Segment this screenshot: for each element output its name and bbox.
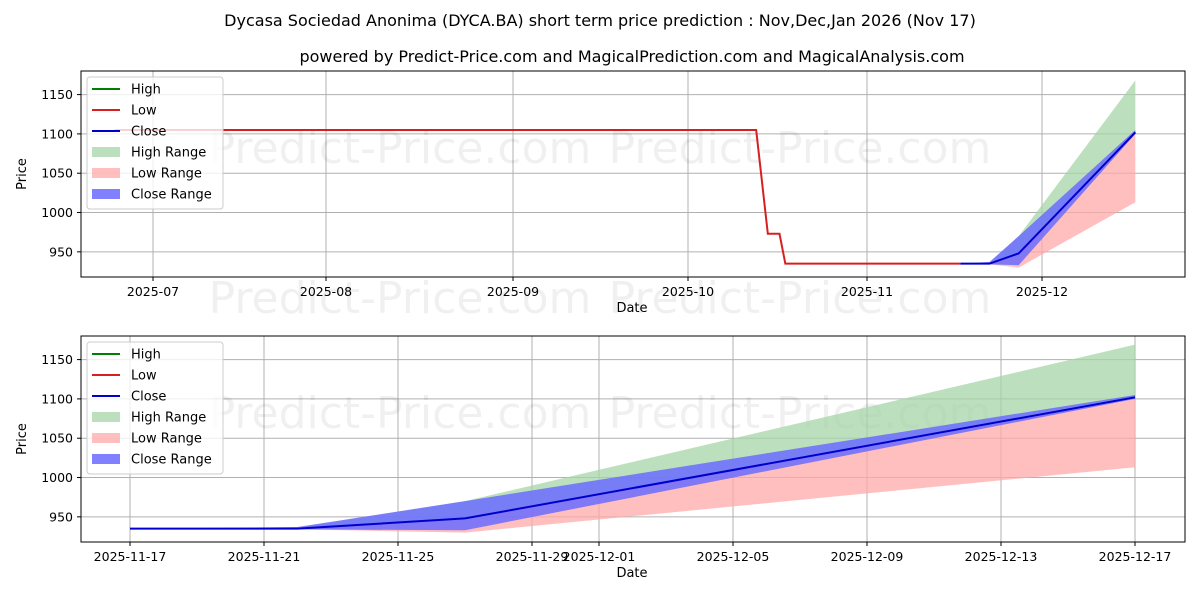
legend: High Low Close High Range Low Range Close Ran… <box>86 76 224 210</box>
x-tick-label: 2025-11-25 <box>362 549 435 564</box>
x-tick-label: 2025-12-17 <box>1099 549 1172 564</box>
x-tick-label: 2025-12-13 <box>965 549 1038 564</box>
close-line <box>130 396 1136 530</box>
legend-label: Close <box>131 125 166 140</box>
watermark: Predict-Price.com <box>209 388 592 439</box>
legend: High Low Close High Range Low Range Close Ran… <box>86 341 224 475</box>
prediction-zoom-plot: 950 1000 1050 1100 1150 2025-11-17 2025-11-21 2… <box>15 335 1186 581</box>
low-line <box>114 128 961 265</box>
x-tick-label: 2025-11 <box>841 284 893 299</box>
y-axis-label: Price <box>15 158 30 190</box>
y-axis-label: Price <box>15 423 30 455</box>
x-tick-label: 2025-12 <box>1016 284 1068 299</box>
y-tick-label: 1100 <box>41 126 73 141</box>
legend-label: Low <box>131 104 157 119</box>
x-tick-label: 2025-12-09 <box>831 549 904 564</box>
legend-label: High Range <box>131 411 206 426</box>
legend-label: High <box>131 83 161 98</box>
y-tick-label: 1050 <box>41 166 73 181</box>
y-tick-label: 950 <box>49 244 73 259</box>
chart-subtitle: powered by Predict-Price.com and Magical… <box>299 47 964 66</box>
legend-label: High Range <box>131 146 206 161</box>
y-tick-label: 1000 <box>41 470 73 485</box>
watermark: Predict-Price.com <box>609 273 992 324</box>
watermark: Predict-Price.com <box>209 273 592 324</box>
x-tick-label: 2025-09 <box>487 284 539 299</box>
y-tick-label: 1000 <box>41 205 73 220</box>
y-tick-label: 1150 <box>41 352 73 367</box>
x-tick-label: 2025-07 <box>127 284 179 299</box>
watermark: Predict-Price.com <box>209 123 592 174</box>
x-tick-label: 2025-10 <box>662 284 714 299</box>
legend-label: Close Range <box>131 453 212 468</box>
x-tick-label: 2025-08 <box>300 284 352 299</box>
legend-label: Close Range <box>131 188 212 203</box>
x-tick-label: 2025-11-29 <box>496 549 569 564</box>
x-tick-label: 2025-11-21 <box>228 549 301 564</box>
legend-label: Low Range <box>131 167 202 182</box>
x-tick-label: 2025-12-05 <box>697 549 770 564</box>
low-range-band <box>130 397 1135 533</box>
legend-label: Low <box>131 369 157 384</box>
y-tick-label: 1150 <box>41 87 73 102</box>
x-axis-label: Date <box>616 566 647 581</box>
y-tick-label: 1050 <box>41 431 73 446</box>
legend-label: High <box>131 348 161 363</box>
y-tick-label: 1100 <box>41 391 73 406</box>
x-tick-label: 2025-12-01 <box>563 549 636 564</box>
low-range-band <box>960 132 1136 268</box>
legend-label: Low Range <box>131 432 202 447</box>
historical-price-plot: 950 1000 1050 1100 1150 2025-07 2025-08 2025-09… <box>15 70 1186 324</box>
x-tick-label: 2025-11-17 <box>94 549 167 564</box>
watermark: Predict-Price.com <box>609 123 992 174</box>
chart-title: Dycasa Sociedad Anonima (DYCA.BA) short … <box>224 11 976 30</box>
x-axis-label: Date <box>616 301 647 316</box>
close-line <box>960 131 1137 265</box>
y-tick-label: 950 <box>49 509 73 524</box>
legend-label: Close <box>131 390 166 405</box>
